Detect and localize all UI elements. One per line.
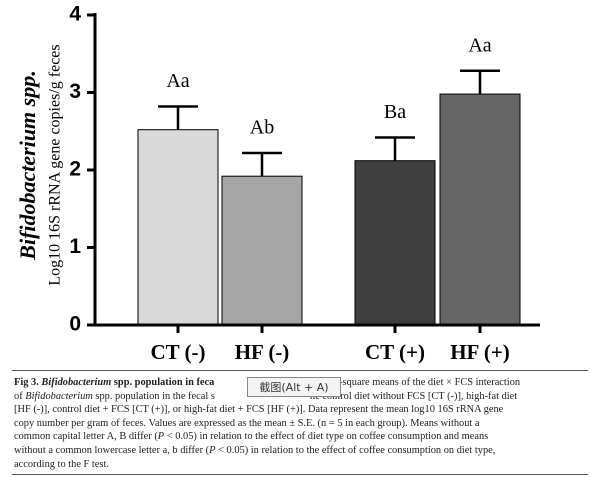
caption-text: re least-square means of the diet × FCS … bbox=[309, 377, 521, 388]
caption-text: Fig 3. bbox=[14, 377, 42, 388]
bar bbox=[137, 129, 219, 326]
significance-label: Aa bbox=[468, 34, 491, 56]
caption-text: of bbox=[14, 390, 26, 402]
caption-line: common capital letter A, B differ (P < 0… bbox=[14, 430, 594, 444]
caption-text: Bifidobacterium bbox=[41, 377, 112, 388]
significance-label: Aa bbox=[166, 70, 189, 92]
caption-text: P bbox=[157, 431, 165, 443]
caption-text: common capital letter A, B differ ( bbox=[14, 431, 158, 443]
bar bbox=[221, 175, 303, 326]
caption-line: Fig 3. Bifidobacterium spp. population i… bbox=[14, 376, 594, 390]
caption-text: < 0.05) in relation to the effect of cof… bbox=[215, 444, 496, 456]
caption-text: spp. population in the fecal s bbox=[92, 390, 215, 402]
caption-text: he control diet without FCS [CT (-)], hi… bbox=[309, 390, 518, 402]
significance-label: Ba bbox=[384, 101, 406, 123]
y-tick-label: 1 bbox=[69, 235, 81, 258]
y-tick-label: 4 bbox=[69, 3, 81, 26]
x-tick-label: HF (+) bbox=[450, 340, 510, 364]
caption-line: according to the F test. bbox=[14, 458, 594, 472]
caption-line: without a common lowercase letter a, b d… bbox=[14, 444, 594, 458]
chart: Bifidobacterium spp. Log10 16S rRNA gene … bbox=[15, 3, 540, 364]
y-label: Bifidobacterium spp. bbox=[15, 70, 40, 260]
bar bbox=[439, 93, 521, 326]
caption-text: [HF (-)], control diet + FCS [CT (+)], o… bbox=[14, 404, 504, 416]
y-tick-label: 0 bbox=[69, 313, 81, 336]
y-tick-label: 2 bbox=[69, 158, 81, 181]
caption-text: Bifidobacterium bbox=[25, 390, 93, 402]
caption-text: according to the F test. bbox=[14, 458, 109, 470]
bar bbox=[354, 160, 436, 326]
x-tick-label: CT (+) bbox=[365, 340, 425, 364]
caption-line: of Bifidobacterium spp. population in th… bbox=[14, 390, 594, 404]
significance-label: Ab bbox=[250, 117, 274, 139]
rule bbox=[12, 474, 588, 475]
caption-line: copy number per gram of feces. Values ar… bbox=[14, 417, 594, 431]
caption-text: < 0.05) in relation to the effect of die… bbox=[164, 431, 489, 443]
caption-text: without a common lowercase letter a, b d… bbox=[14, 444, 210, 456]
caption-text: copy number per gram of feces. Values ar… bbox=[14, 417, 480, 429]
caption: Fig 3. Bifidobacterium spp. population i… bbox=[14, 376, 594, 471]
caption-text: spp. population in feca bbox=[111, 377, 215, 388]
rule bbox=[12, 370, 588, 371]
caption-text: P bbox=[209, 444, 216, 456]
x-tick-label: HF (-) bbox=[235, 340, 290, 364]
y-label: Log10 16S rRNA gene copies/g feces bbox=[47, 44, 64, 285]
x-tick-label: CT (-) bbox=[150, 340, 205, 364]
screenshot-overlay[interactable]: 截图(Alt + A) bbox=[247, 377, 341, 397]
y-tick-label: 3 bbox=[69, 80, 81, 103]
caption-line: [HF (-)], control diet + FCS [CT (+)], o… bbox=[14, 403, 594, 417]
